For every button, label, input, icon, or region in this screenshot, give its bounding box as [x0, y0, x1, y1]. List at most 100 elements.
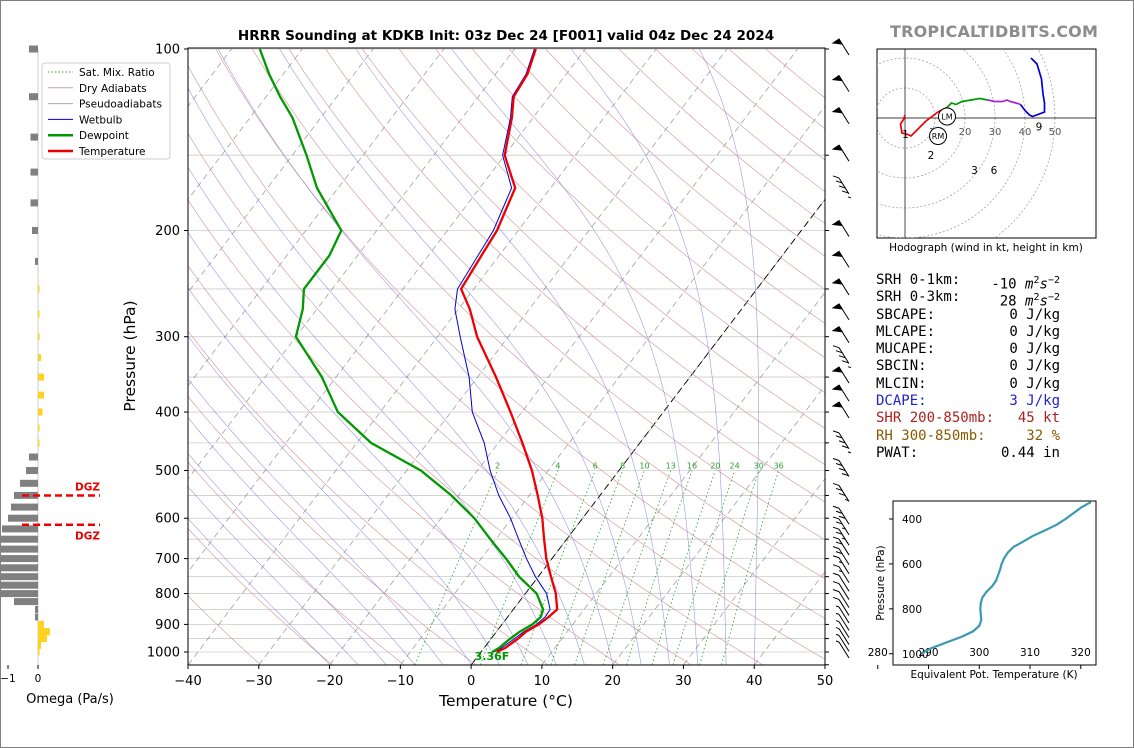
storm-motion-marker — [938, 107, 956, 126]
omega-bar — [0, 590, 38, 598]
legend: Sat. Mix. Ratio Dry Adiabats Pseudoadiabat… — [41, 62, 171, 160]
wind-barb — [832, 546, 850, 565]
param-row: MUCAPE: 0 J/kg — [876, 341, 1106, 358]
isotherm-line — [188, 48, 445, 387]
isotherm-line — [0, 49, 19, 665]
barb-half — [835, 633, 840, 636]
skewt-plot-frame — [187, 47, 826, 666]
barb-full — [832, 572, 840, 576]
omega-bar — [35, 257, 38, 265]
isotherm-line — [400, 105, 825, 665]
barb-full — [835, 541, 843, 545]
omega-panel: 0−1−2DGZDGZ — [0, 45, 100, 685]
dry-adiabat-line — [435, 48, 825, 394]
barb-full — [838, 515, 846, 519]
legend-label: Temperature — [78, 146, 146, 158]
param-value: 0 J/kg — [1009, 306, 1060, 323]
omega-bar — [38, 439, 40, 447]
isotherm-line — [188, 48, 374, 294]
barb-staff — [838, 432, 850, 450]
theta-e-x-tick-label: 300 — [969, 647, 989, 659]
mixing-ratio-labels: 2 4 6 8 10 13 16 20 24 30 36 — [495, 461, 784, 470]
barb-full — [832, 345, 840, 349]
param-row: SHR 200-850mb: 45 kt — [876, 410, 1106, 427]
mixing-ratio-label: 6 — [593, 461, 598, 470]
pseudoadiabat-line — [188, 287, 500, 665]
barb-flag — [831, 219, 843, 227]
pseudoadiabat-line — [188, 417, 415, 665]
dry-adiabat-line — [472, 48, 825, 359]
dry-adiabat-line — [188, 265, 620, 665]
hodograph-ring-label: 40 — [1019, 127, 1032, 138]
barb-staff — [838, 557, 850, 575]
barb-full — [838, 440, 846, 444]
omega-bar — [35, 613, 38, 621]
param-row: MLCAPE: 0 J/kg — [876, 324, 1106, 341]
wind-barb — [832, 458, 850, 477]
param-value: 0 J/kg — [1009, 358, 1060, 375]
x-tick-label: −20 — [316, 674, 343, 689]
hodograph-height-label: 6 — [991, 165, 998, 177]
barb-staff — [838, 574, 850, 592]
mixing-ratio-line — [626, 470, 693, 665]
isotherm-line — [188, 48, 515, 480]
chart-title: HRRR Sounding at KDKB Init: 03z Dec 24 [… — [238, 28, 774, 44]
omega-bar — [29, 93, 38, 101]
legend-box — [41, 62, 171, 160]
barb-full — [835, 487, 843, 491]
wind-barb — [831, 303, 850, 321]
isotherm-line — [329, 48, 799, 665]
omega-bar — [29, 45, 38, 53]
theta-e-profile — [921, 501, 1092, 655]
theta-e-ylabel: Pressure (hPa) — [875, 545, 887, 620]
barb-full — [838, 468, 846, 471]
wind-barb — [832, 516, 850, 536]
barb-staff — [838, 583, 850, 600]
barb-staff — [838, 628, 850, 645]
wind-barb — [832, 526, 850, 546]
mixing-ratio-label: 2 — [495, 461, 500, 470]
barb-staff — [838, 507, 850, 525]
param-label: MLCIN: — [876, 375, 927, 392]
omega-bar — [32, 227, 38, 234]
barb-half — [835, 640, 840, 643]
barb-full — [832, 581, 840, 585]
omega-bar — [38, 648, 40, 656]
barb-full — [832, 505, 840, 509]
barb-full — [835, 521, 843, 525]
param-label: SBCIN: — [876, 358, 927, 375]
wind-barb — [835, 620, 850, 638]
wind-barb — [831, 401, 850, 419]
omega-bar — [11, 503, 38, 511]
wind-barb — [831, 325, 850, 343]
wind-barb — [831, 219, 850, 237]
barb-full — [835, 531, 843, 535]
wind-barb — [832, 536, 850, 556]
param-row: MLCIN: 0 J/kg — [876, 376, 1106, 393]
wind-barb — [832, 175, 852, 199]
theta-e-x-tick-label: 290 — [919, 647, 939, 659]
mixing-ratio-label: 13 — [666, 461, 676, 470]
y-tick-label: 900 — [155, 618, 180, 633]
y-tick-label: 400 — [155, 406, 180, 421]
wind-barb — [831, 384, 850, 402]
mixing-ratio-label: 36 — [774, 461, 784, 470]
omega-bar — [38, 285, 40, 293]
omega-bar — [14, 598, 38, 606]
hodograph-caption: Hodograph (wind in kt, height in km) — [889, 242, 1083, 254]
param-value: 32 % — [1026, 427, 1060, 444]
skewt-profiles — [258, 48, 559, 654]
barb-staff — [838, 606, 850, 624]
mixing-ratio-label: 10 — [639, 461, 649, 470]
zero-isotherm-line — [470, 198, 825, 665]
barb-full — [835, 551, 843, 555]
param-label: MUCAPE: — [876, 341, 936, 358]
param-label: PWAT: — [876, 444, 919, 461]
y-tick-label: 700 — [155, 552, 180, 567]
hodograph-height-label: 1 — [902, 129, 909, 141]
wind-barb — [835, 612, 850, 631]
hodograph-trace — [1019, 57, 1046, 118]
theta-e-y-tick-label: 800 — [902, 604, 922, 616]
barb-half — [838, 111, 843, 114]
dry-adiabat-line — [288, 48, 825, 541]
